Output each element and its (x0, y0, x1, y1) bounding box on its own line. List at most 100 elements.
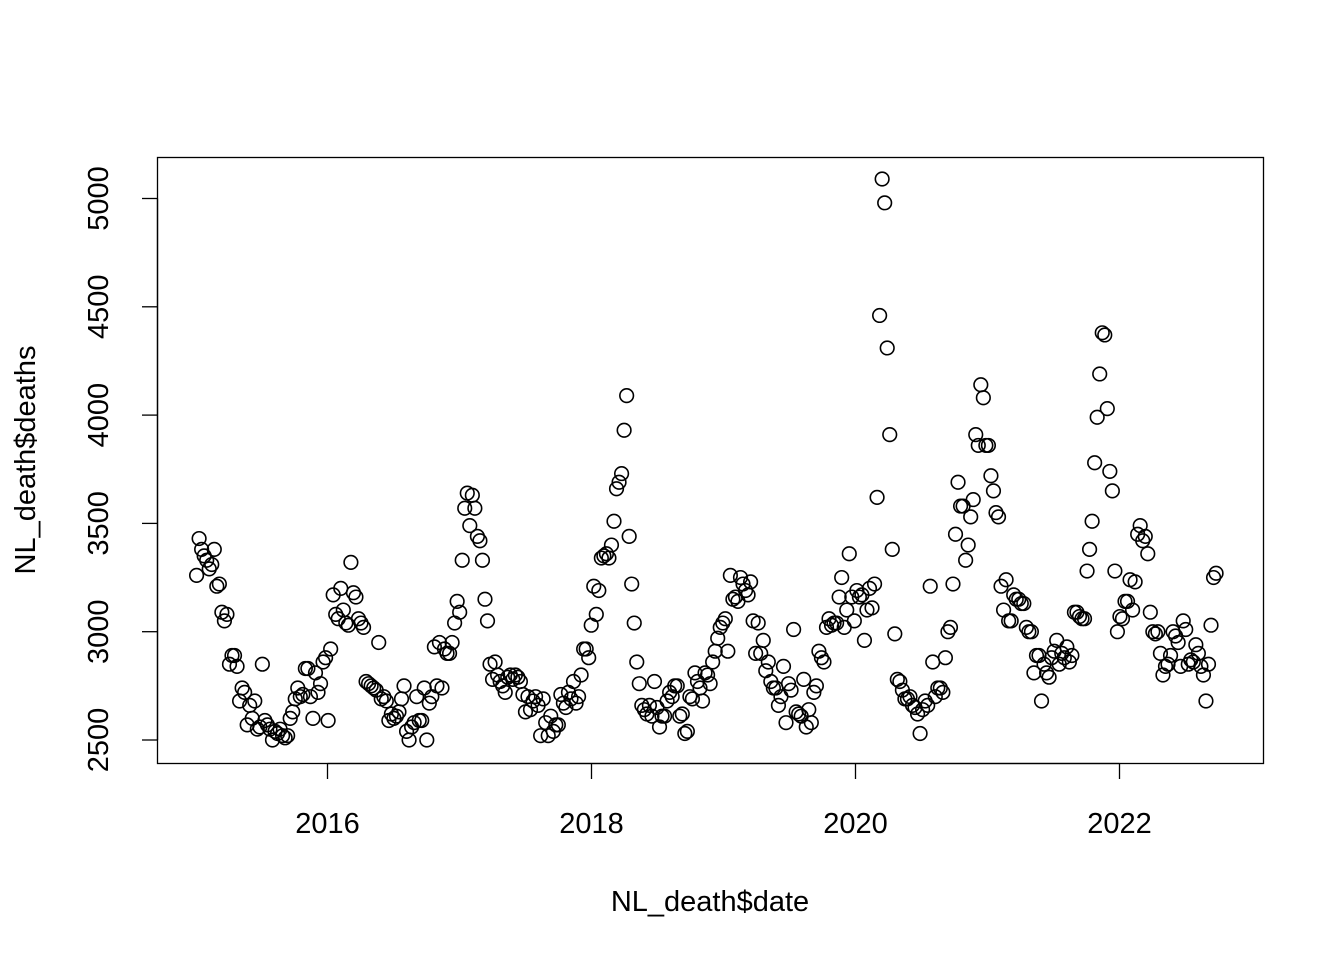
data-point (449, 593, 465, 609)
data-point (573, 667, 589, 683)
data-point (644, 708, 660, 724)
data-point (856, 632, 873, 648)
data-point (846, 613, 862, 629)
data-point (882, 426, 898, 443)
data-point (646, 673, 663, 690)
x-tick-label: 2018 (559, 808, 624, 840)
data-point (1107, 563, 1123, 579)
data-point (305, 710, 321, 726)
data-point (808, 678, 824, 694)
data-point (722, 567, 738, 583)
data-point (204, 556, 220, 573)
data-point (1089, 409, 1105, 425)
data-point (581, 650, 597, 666)
data-point (631, 676, 647, 692)
data-point (527, 689, 544, 705)
data-point (1198, 693, 1214, 709)
data-point (621, 528, 637, 545)
y-tick-label: 4500 (83, 275, 115, 340)
data-point (323, 641, 339, 657)
data-point (593, 550, 609, 566)
data-point (748, 645, 764, 661)
data-point (740, 587, 756, 603)
data-point (452, 604, 468, 620)
y-tick-label: 2500 (83, 708, 115, 773)
data-point (705, 654, 721, 670)
data-point (732, 569, 749, 586)
data-point (1203, 617, 1219, 633)
data-point (679, 723, 695, 739)
data-point (1056, 650, 1072, 666)
data-point (348, 589, 364, 605)
data-point (1094, 325, 1110, 341)
data-point (398, 723, 415, 739)
data-point (864, 600, 880, 616)
data-point (188, 567, 205, 583)
data-point (457, 500, 473, 516)
data-point (1193, 658, 1209, 674)
data-point (669, 678, 685, 694)
data-point (851, 589, 867, 605)
data-point (543, 708, 559, 724)
data-point (806, 684, 822, 700)
data-point (717, 611, 733, 627)
data-point (371, 634, 387, 651)
data-point (343, 554, 359, 570)
data-point (1147, 626, 1163, 642)
data-point (920, 697, 936, 713)
data-point (603, 537, 620, 553)
data-point (699, 667, 716, 683)
data-point (444, 634, 460, 651)
x-tick-label: 2020 (823, 808, 888, 840)
data-point (1092, 366, 1108, 382)
data-point (558, 699, 574, 716)
data-point (947, 526, 964, 542)
data-point (302, 689, 319, 705)
data-point (1150, 624, 1166, 640)
data-point (973, 377, 989, 393)
data-point (879, 340, 895, 356)
data-point (750, 615, 766, 631)
data-point (1175, 613, 1191, 629)
y-tick-label: 4000 (83, 383, 115, 448)
data-point (611, 474, 627, 490)
data-point (1081, 541, 1098, 557)
data-point (378, 693, 394, 709)
data-point (945, 576, 961, 592)
data-point (710, 630, 726, 646)
data-point (312, 676, 329, 692)
data-point (419, 732, 435, 748)
data-point (780, 676, 797, 692)
data-point (570, 689, 587, 705)
data-point (1140, 546, 1156, 562)
data-point (211, 576, 227, 592)
data-point (216, 613, 233, 629)
data-points (188, 171, 1224, 748)
data-point (282, 710, 298, 726)
data-point (1142, 604, 1158, 620)
data-point (755, 632, 771, 648)
data-point (783, 682, 799, 698)
data-point (1023, 624, 1040, 640)
data-point (464, 487, 480, 503)
data-point (684, 691, 701, 707)
data-point (624, 576, 640, 592)
data-point (441, 645, 458, 661)
data-point (522, 702, 539, 718)
data-point (1185, 654, 1201, 670)
data-point (1188, 637, 1204, 653)
data-point (892, 673, 908, 690)
data-point (915, 702, 931, 718)
data-point (479, 613, 496, 629)
data-point (409, 689, 425, 705)
y-axis-title: NL_death$deaths (10, 346, 42, 575)
data-point (1076, 611, 1093, 627)
data-point (616, 422, 632, 438)
data-point (1114, 611, 1131, 627)
data-point (1016, 595, 1032, 612)
data-point (421, 695, 437, 711)
y-axis-ticks: 2500 3000 3500 4000 4500 5000 (83, 166, 158, 772)
data-point (829, 615, 845, 631)
data-point (937, 650, 954, 666)
